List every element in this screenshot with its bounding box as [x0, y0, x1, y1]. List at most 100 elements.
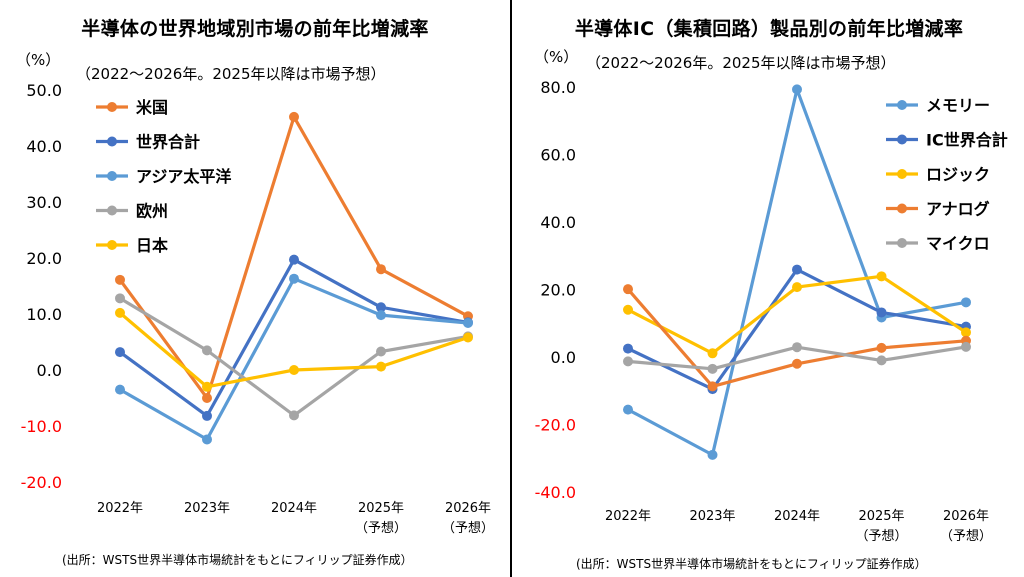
x-tick-label: 2023年	[689, 509, 735, 524]
y-tick-label: 40.0	[540, 213, 576, 232]
data-point	[115, 347, 125, 358]
x-tick-label: 2022年	[97, 501, 143, 516]
legend-swatch-marker	[897, 134, 907, 145]
data-point	[707, 348, 718, 359]
data-point	[792, 264, 802, 275]
x-tick-note: （予想）	[442, 520, 494, 536]
data-point	[202, 393, 212, 403]
legend-label: 世界合計	[136, 133, 200, 152]
legend-label: マイクロ	[926, 234, 990, 253]
data-point	[961, 327, 971, 338]
y-tick-label: 60.0	[540, 146, 576, 165]
data-point	[202, 434, 212, 445]
source-note: (出所：WSTS世界半導体市場統計をもとにフィリップ証券作成）	[576, 557, 927, 571]
data-point	[463, 317, 473, 328]
legend-swatch-marker	[897, 238, 907, 248]
data-point	[876, 355, 887, 366]
data-point	[707, 363, 718, 374]
data-point	[376, 361, 386, 372]
data-point	[289, 254, 299, 265]
line-chart-regional: 50.0 40.0 30.0 20.0 10.0 0.0 -10.0 -20.0 2022年 20…	[21, 81, 494, 536]
chart-panel-ic-products: 半導体IC（集積回路）製品別の前年比増減率 （%） （2022～2026年。20…	[514, 0, 1024, 577]
data-point	[876, 342, 887, 353]
legend-swatch-marker	[107, 171, 117, 181]
x-tick-note: （予想）	[855, 528, 907, 544]
data-point	[623, 356, 633, 367]
x-tick-label: 2024年	[774, 509, 820, 524]
chart-title: 半導体の世界地域別市場の前年比増減率	[81, 18, 429, 40]
y-tick-label: 20.0	[540, 281, 576, 300]
line-chart-ic-products: 80.0 60.0 40.0 20.0 0.0 -20.0 -40.0 2022年 2023年 2…	[535, 78, 1008, 544]
y-tick-label: 0.0	[37, 361, 62, 380]
data-point	[115, 307, 125, 318]
legend-label: IC世界合計	[926, 131, 1008, 150]
y-tick-label: 0.0	[551, 348, 576, 367]
y-tick-label: 20.0	[26, 249, 62, 268]
legend-label: アジア太平洋	[136, 167, 231, 186]
data-point	[463, 332, 473, 343]
data-point	[623, 284, 633, 295]
data-point	[792, 342, 802, 353]
y-tick-label: -10.0	[21, 417, 62, 436]
legend-swatch-marker	[107, 205, 117, 216]
chart-subtitle: （2022～2026年。2025年以降は市場予想）	[586, 54, 896, 72]
legend-label: メモリー	[926, 96, 990, 115]
data-point	[115, 274, 125, 285]
legend-label: 米国	[136, 98, 168, 117]
legend-label: 日本	[136, 236, 168, 255]
y-tick-label: -40.0	[535, 483, 576, 502]
legend-swatch-marker	[107, 136, 117, 147]
data-point	[115, 293, 125, 304]
data-point	[707, 381, 718, 392]
data-point	[289, 410, 299, 421]
y-tick-label: 10.0	[26, 305, 62, 324]
data-point	[115, 384, 125, 395]
x-tick-label: 2026年	[943, 509, 989, 524]
y-tick-label: 40.0	[26, 137, 62, 156]
data-point	[876, 307, 887, 318]
data-point	[289, 273, 299, 284]
data-point	[202, 381, 212, 392]
legend-swatch-marker	[107, 240, 117, 250]
panel-divider	[510, 0, 512, 577]
data-point	[623, 304, 633, 315]
chart-panel-regional: 半導体の世界地域別市場の前年比増減率 （%） （2022～2026年。2025年…	[0, 0, 510, 577]
x-tick-label: 2023年	[184, 501, 230, 516]
legend-swatch-marker	[107, 102, 117, 112]
chart-title: 半導体IC（集積回路）製品別の前年比増減率	[574, 18, 964, 40]
x-tick-label: 2025年	[858, 509, 904, 524]
legend-label: アナログ	[926, 200, 990, 219]
x-tick-label: 2024年	[271, 501, 317, 516]
x-tick-note: （予想）	[355, 520, 407, 536]
y-tick-label: 30.0	[26, 193, 62, 212]
data-point	[202, 410, 212, 421]
x-tick-note: （予想）	[940, 528, 992, 544]
data-point	[376, 302, 386, 313]
data-point	[792, 84, 802, 95]
legend-label: ロジック	[926, 165, 990, 184]
data-point	[961, 297, 971, 308]
data-point	[623, 404, 633, 415]
legend-swatch-marker	[897, 169, 907, 179]
y-unit-label: （%）	[534, 48, 579, 66]
x-tick-label: 2022年	[605, 509, 651, 524]
data-point	[376, 310, 386, 321]
y-tick-label: -20.0	[535, 416, 576, 435]
data-point	[876, 271, 887, 282]
data-point	[792, 282, 802, 293]
data-point	[623, 343, 633, 354]
x-tick-label: 2026年	[445, 501, 491, 516]
data-point	[202, 345, 212, 356]
legend-label: 欧州	[136, 202, 168, 221]
data-point	[289, 365, 299, 375]
data-point	[376, 346, 386, 357]
data-point	[289, 111, 299, 122]
x-tick-label: 2025年	[358, 501, 404, 516]
legend-swatch-marker	[897, 100, 907, 110]
data-point	[707, 449, 718, 460]
data-point	[376, 264, 386, 275]
legend-swatch-marker	[897, 203, 907, 214]
y-tick-label: 80.0	[540, 78, 576, 97]
data-point	[961, 341, 971, 352]
source-note: (出所：WSTS世界半導体市場統計をもとにフィリップ証券作成）	[62, 553, 413, 567]
